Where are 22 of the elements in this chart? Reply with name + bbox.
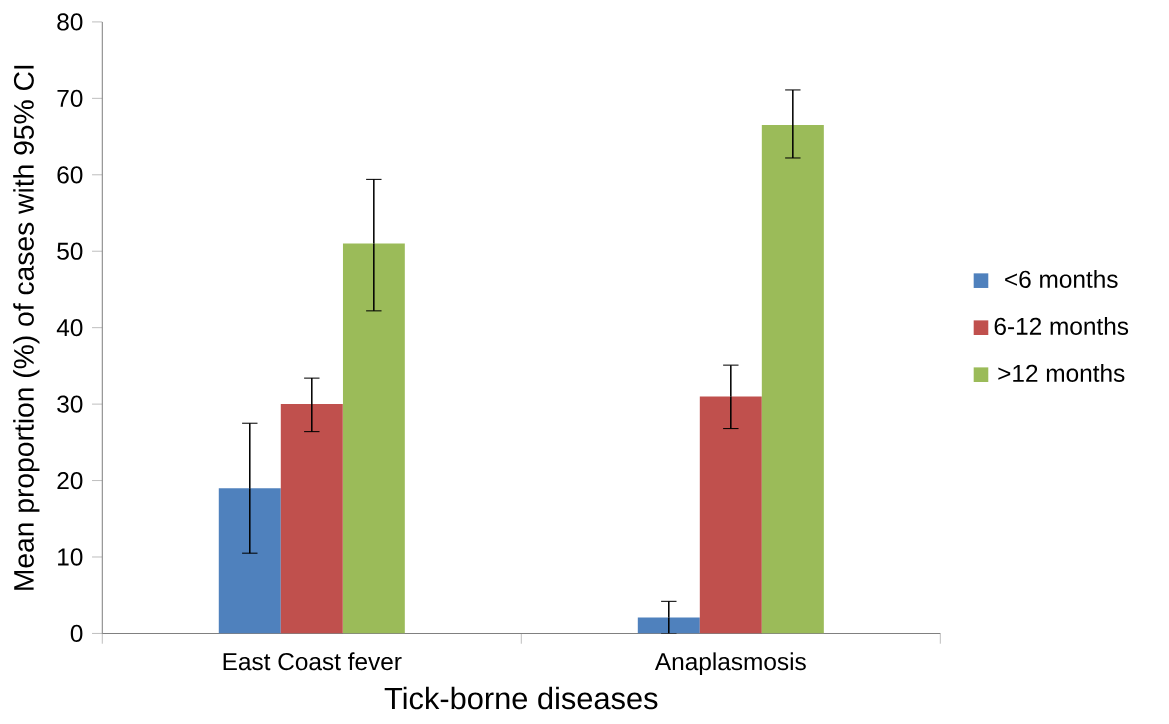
y-tick-label: 80 — [57, 13, 83, 31]
legend-label: <6 months — [1005, 269, 1118, 288]
y-axis-title: Mean proportion (%) of cases with 95% CI — [13, 65, 40, 590]
bar — [342, 243, 405, 634]
y-tick-label: 20 — [57, 471, 83, 490]
y-tick-label: 0 — [70, 624, 83, 643]
y-tick-label: 50 — [57, 242, 83, 260]
y-tick-label: 60 — [57, 166, 83, 184]
legend-label: 6-12 months — [994, 316, 1129, 335]
y-tick-label: 40 — [56, 319, 83, 337]
x-tick-label: East Coast fever — [223, 652, 402, 671]
bar — [280, 404, 343, 634]
bar — [637, 617, 700, 634]
x-axis-title: Tick-borne diseases — [384, 686, 658, 710]
y-tick-label: 30 — [57, 395, 83, 413]
x-tick-label: Anaplasmosis — [654, 652, 806, 676]
bar — [761, 125, 824, 634]
y-tick-label: 10 — [58, 548, 83, 566]
bar — [699, 396, 762, 634]
y-tick-label: 70 — [57, 89, 83, 107]
bar — [218, 488, 281, 634]
legend-label: >12 months — [998, 364, 1125, 382]
